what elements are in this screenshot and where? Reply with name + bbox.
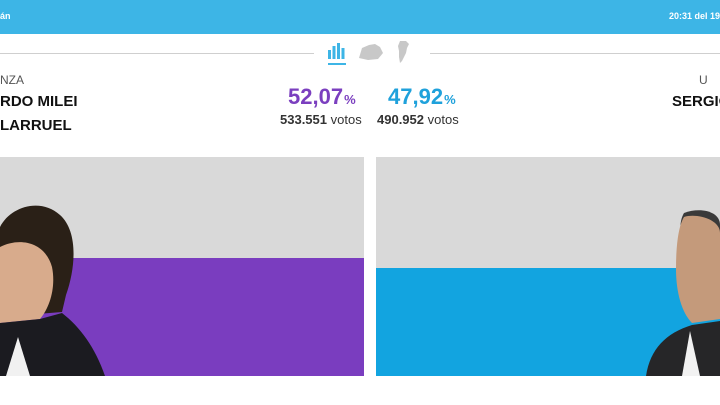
percent-value-right: 47,92 [388, 84, 444, 109]
view-selector-bar [0, 34, 720, 68]
country-map-icon[interactable] [394, 40, 414, 66]
votes-word-right: votos [427, 112, 459, 127]
percent-left: 52,07% [288, 84, 356, 110]
top-header-bar: án 20:31 del 19 [0, 0, 720, 34]
view-selector [322, 40, 422, 66]
running-mate-name-left: LARRUEL [0, 117, 72, 134]
divider-line [430, 53, 720, 54]
candidate-photo-left [0, 205, 105, 376]
party-name-right: U [699, 73, 708, 87]
candidate-photo-right [646, 210, 720, 376]
active-view-indicator [328, 63, 346, 65]
votes-count-left: 533.551 [280, 112, 327, 127]
votes-count-right: 490.952 [377, 112, 424, 127]
update-time: 20:31 del 19 [668, 11, 720, 21]
result-panel-right [376, 157, 720, 376]
bar-chart-icon[interactable] [322, 40, 348, 66]
result-panel-left [0, 157, 364, 376]
votes-word-left: votos [330, 112, 362, 127]
candidate-name-right: SERGIO [672, 93, 720, 110]
votes-right: 490.952 votos [377, 112, 459, 127]
percent-right: 47,92% [388, 84, 456, 110]
percent-sign-left: % [344, 92, 356, 107]
party-name-left: NZA [0, 73, 24, 87]
percent-value-left: 52,07 [288, 84, 344, 109]
votes-left: 533.551 votos [280, 112, 362, 127]
candidate-name-left: RDO MILEI [0, 93, 78, 110]
header-title-fragment: án [0, 11, 11, 21]
percent-sign-right: % [444, 92, 456, 107]
divider-line [0, 53, 314, 54]
province-map-icon[interactable] [356, 40, 386, 66]
